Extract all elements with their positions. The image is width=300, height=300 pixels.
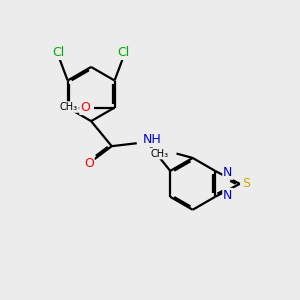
Text: NH: NH	[143, 133, 162, 146]
Text: O: O	[80, 101, 90, 114]
Text: O: O	[84, 157, 94, 170]
Text: Cl: Cl	[117, 46, 130, 59]
Text: CH₃: CH₃	[150, 148, 169, 158]
Text: N: N	[223, 166, 232, 179]
Text: N: N	[223, 189, 232, 202]
Text: CH₃: CH₃	[60, 102, 78, 112]
Text: Cl: Cl	[53, 46, 65, 59]
Text: S: S	[242, 177, 250, 190]
